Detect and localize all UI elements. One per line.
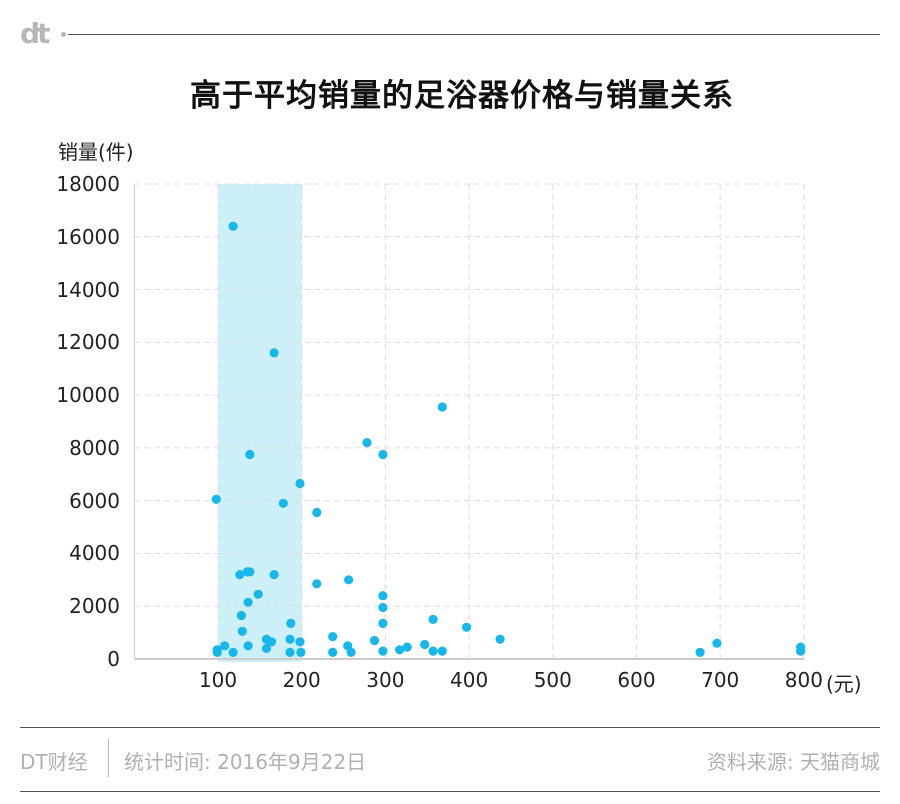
footer-top-divider: [20, 727, 880, 728]
data-point: [328, 632, 338, 642]
data-point: [378, 646, 388, 656]
x-tick-label: 100: [198, 668, 238, 692]
data-point: [267, 637, 277, 647]
data-point: [328, 647, 338, 658]
data-point: [245, 449, 255, 460]
y-tick-label: 16000: [56, 224, 120, 249]
data-point: [369, 635, 380, 646]
data-point: [402, 642, 412, 652]
data-point: [428, 614, 438, 625]
data-point: [285, 647, 295, 658]
data-point: [278, 498, 288, 508]
data-point: [378, 602, 388, 613]
y-tick-label: 0: [107, 647, 120, 671]
data-point: [245, 567, 255, 577]
data-point: [437, 402, 447, 412]
y-tick-label: 10000: [56, 383, 120, 408]
data-point: [378, 591, 388, 601]
data-point: [286, 618, 296, 629]
data-point: [269, 348, 279, 358]
data-point: [243, 597, 253, 607]
data-point: [437, 646, 447, 656]
x-tick-label: 400: [450, 668, 489, 692]
data-point: [712, 638, 722, 648]
data-point: [243, 641, 253, 651]
dt-logo: dt: [20, 17, 50, 50]
footer-separator: [108, 739, 109, 777]
data-point: [495, 634, 505, 644]
data-point: [312, 579, 322, 589]
chart-title: 高于平均销量的足浴器价格与销量关系: [190, 78, 734, 114]
y-tick-label: 8000: [69, 435, 120, 460]
y-tick-label: 18000: [56, 172, 120, 196]
x-axis-unit-label: (元): [826, 672, 862, 696]
data-point: [220, 641, 230, 651]
y-axis-label: 销量(件): [58, 140, 134, 164]
data-point: [362, 438, 372, 448]
x-tick-label: 500: [533, 668, 572, 692]
x-tick-label: 200: [282, 668, 321, 692]
x-tick-label: 700: [701, 668, 740, 692]
data-point: [237, 626, 247, 636]
data-point: [235, 570, 245, 580]
data-point: [420, 639, 430, 650]
data-point: [462, 622, 472, 632]
y-tick-label: 2000: [69, 594, 120, 619]
data-point: [211, 494, 221, 504]
x-tick-label: 600: [617, 668, 656, 692]
logo-dot-icon: [61, 32, 66, 37]
data-point: [344, 575, 354, 585]
y-tick-label: 4000: [69, 541, 120, 566]
y-tick-label: 14000: [56, 277, 120, 302]
axes: [133, 184, 804, 660]
y-tick-label: 6000: [69, 488, 120, 513]
data-point: [296, 647, 306, 658]
data-point: [228, 647, 238, 658]
x-tick-label: 800: [784, 668, 823, 692]
data-point: [378, 449, 388, 460]
data-point: [428, 646, 438, 656]
data-point: [295, 637, 305, 647]
data-point: [378, 618, 388, 629]
data-point: [269, 570, 279, 580]
data-point: [228, 221, 238, 231]
data-point: [261, 643, 272, 654]
data-point: [212, 647, 222, 658]
data-points: [211, 221, 806, 658]
highlight-band-100-200: [218, 184, 302, 662]
data-point: [395, 645, 405, 655]
data-point: [236, 610, 246, 621]
footer-bottom-divider: [20, 791, 880, 792]
header-divider: [68, 34, 880, 35]
data-point: [796, 646, 806, 656]
footer-date: 统计时间: 2016年9月22日: [124, 750, 367, 774]
data-point: [285, 634, 295, 644]
x-tick-label: 300: [366, 668, 405, 692]
data-point: [295, 478, 305, 489]
data-point: [346, 647, 356, 658]
footer-source: 资料来源: 天猫商城: [706, 750, 880, 774]
y-tick-label: 12000: [56, 330, 120, 355]
data-point: [253, 589, 263, 599]
data-point: [695, 647, 705, 658]
data-point: [312, 507, 322, 518]
footer-brand: DT财经: [20, 750, 88, 774]
